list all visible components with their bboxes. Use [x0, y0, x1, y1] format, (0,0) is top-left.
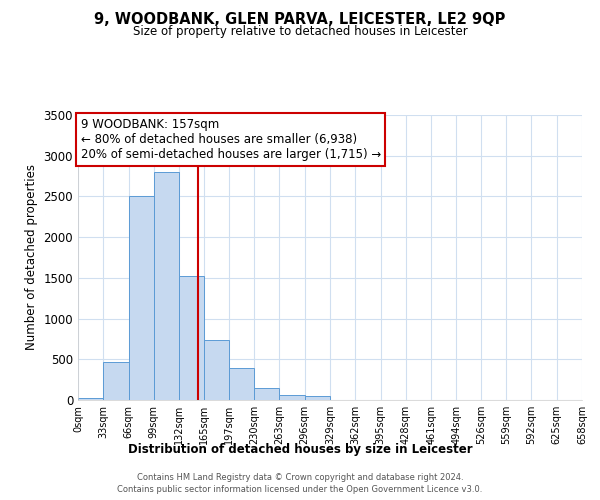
- Text: Contains HM Land Registry data © Crown copyright and database right 2024.: Contains HM Land Registry data © Crown c…: [137, 472, 463, 482]
- Y-axis label: Number of detached properties: Number of detached properties: [25, 164, 38, 350]
- Bar: [103, 362, 128, 400]
- Bar: [229, 368, 254, 400]
- Bar: [205, 340, 229, 400]
- Text: 9, WOODBANK, GLEN PARVA, LEICESTER, LE2 9QP: 9, WOODBANK, GLEN PARVA, LEICESTER, LE2 …: [94, 12, 506, 28]
- Text: 9 WOODBANK: 157sqm
← 80% of detached houses are smaller (6,938)
20% of semi-deta: 9 WOODBANK: 157sqm ← 80% of detached hou…: [80, 118, 381, 161]
- Text: Distribution of detached houses by size in Leicester: Distribution of detached houses by size …: [128, 442, 472, 456]
- Bar: [305, 396, 330, 400]
- Bar: [128, 196, 154, 400]
- Bar: [154, 172, 179, 400]
- Text: Contains public sector information licensed under the Open Government Licence v3: Contains public sector information licen…: [118, 485, 482, 494]
- Text: Size of property relative to detached houses in Leicester: Size of property relative to detached ho…: [133, 25, 467, 38]
- Bar: [254, 388, 280, 400]
- Bar: [179, 276, 205, 400]
- Bar: [78, 398, 103, 400]
- Bar: [280, 395, 305, 400]
